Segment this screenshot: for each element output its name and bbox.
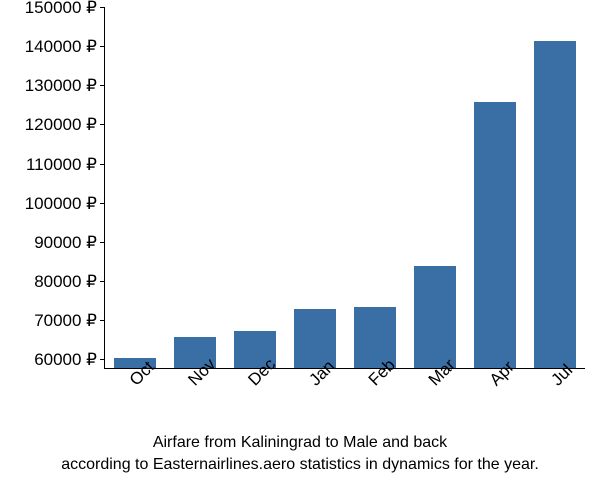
bar (474, 102, 516, 368)
x-label-slot: Apr (465, 368, 525, 428)
bar-slot (285, 8, 345, 368)
y-tick-label: 120000 ₽ (25, 115, 105, 135)
y-tick-label: 80000 ₽ (34, 272, 105, 292)
bar-slot (165, 8, 225, 368)
x-label-slot: Feb (345, 368, 405, 428)
bar (534, 41, 576, 368)
caption-line-1: Airfare from Kaliningrad to Male and bac… (153, 434, 447, 451)
y-tick-label: 130000 ₽ (25, 76, 105, 96)
x-label-slot: Jul (525, 368, 585, 428)
x-label-slot: Mar (405, 368, 465, 428)
y-tick-label: 90000 ₽ (34, 233, 105, 253)
plot-area: OctNovDecJanFebMarAprJul 60000 ₽70000 ₽8… (104, 8, 585, 369)
y-tick-label: 150000 ₽ (25, 0, 105, 18)
bar (294, 309, 336, 368)
y-tick-label: 100000 ₽ (25, 194, 105, 214)
bar-slot (345, 8, 405, 368)
bar-slot (525, 8, 585, 368)
x-label-slot: Jan (285, 368, 345, 428)
caption-line-2: according to Easternairlines.aero statis… (61, 456, 539, 473)
bar-slot (405, 8, 465, 368)
y-tick-label: 110000 ₽ (26, 155, 105, 175)
bar-slot (105, 8, 165, 368)
x-label-slot: Oct (105, 368, 165, 428)
chart-caption: Airfare from Kaliningrad to Male and bac… (0, 432, 600, 475)
bar-slot (225, 8, 285, 368)
y-tick-label: 60000 ₽ (34, 350, 105, 370)
x-label-slot: Nov (165, 368, 225, 428)
x-axis-labels: OctNovDecJanFebMarAprJul (105, 368, 585, 428)
bars-group (105, 8, 585, 368)
bar-slot (465, 8, 525, 368)
x-label-slot: Dec (225, 368, 285, 428)
airfare-bar-chart: OctNovDecJanFebMarAprJul 60000 ₽ 70000 ₽ 8… (0, 0, 600, 500)
y-tick-label: 140000 ₽ (25, 37, 105, 57)
y-tick-label: 70000 ₽ (34, 311, 105, 331)
bar (414, 266, 456, 368)
